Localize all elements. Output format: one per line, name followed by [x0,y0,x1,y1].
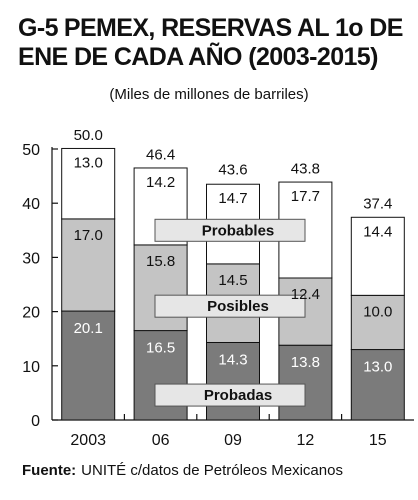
x-tick-label: 15 [369,432,387,449]
y-tick-label: 10 [22,359,40,376]
bar-segment-probadas [61,310,116,421]
x-tick-label: 09 [224,432,242,449]
total-label: 43.8 [291,161,320,178]
data-label-posibles: 14.5 [218,272,247,289]
legend-box-probables [154,218,306,242]
bar-segment-probables [61,147,116,220]
data-label-probables: 14.4 [363,223,392,240]
data-label-probadas: 13.8 [291,354,320,371]
legend-box-posibles [154,294,306,318]
chart-source: Fuente: UNITÉ c/datos de Petróleos Mexica… [22,462,343,479]
data-label-probadas: 14.3 [218,351,247,368]
y-tick-label: 0 [31,413,40,430]
y-tick-label: 40 [22,196,40,213]
data-label-posibles: 10.0 [363,303,392,320]
x-tick-label: 12 [297,432,315,449]
y-tick-label: 20 [22,305,40,322]
y-tick-label: 30 [22,250,40,267]
total-label: 46.4 [146,147,175,164]
chart-legend: Probables Posibles Probadas [154,218,306,407]
bar-segment-probadas [350,349,405,421]
bar-segment-probadas [206,341,260,421]
chart-title: G-5 PEMEX, RESERVAS AL 1o DE ENE DE CADA … [18,14,413,72]
total-label: 43.6 [218,162,247,179]
source-text: UNITÉ c/datos de Petróleos Mexicanos [81,462,343,479]
data-label-posibles: 12.4 [291,286,320,303]
bar-segment-posibles [350,294,405,351]
data-label-probables: 17.7 [291,188,320,205]
data-label-probadas: 13.0 [363,359,392,376]
y-tick-label: 50 [22,142,40,159]
data-label-posibles: 15.8 [146,253,175,270]
data-label-probables: 14.2 [146,174,175,191]
data-label-probables: 14.7 [218,190,247,207]
chart-labels: 20.1 17.0 13.0 50.0 16.5 15.8 14.2 46.4 14.3 14.5… [74,127,393,376]
x-tick-label: 2003 [70,432,106,449]
total-label: 50.0 [74,127,103,144]
data-label-probadas: 20.1 [74,320,103,337]
legend-label-posibles: Posibles [207,298,269,315]
data-label-posibles: 17.0 [74,227,103,244]
bar-segment-probables [350,216,405,296]
x-tick-label: 06 [152,432,170,449]
legend-label-probadas: Probadas [204,387,272,404]
bar-segment-posibles [61,218,116,312]
bar-segment-probadas [278,344,333,421]
data-label-probadas: 16.5 [146,340,175,357]
total-label: 37.4 [363,195,392,212]
legend-box-probadas [154,383,306,407]
chart-code: G-5 [18,14,58,42]
chart-title-text: PEMEX, RESERVAS AL 1o DE ENE DE CADA AÑO… [18,14,403,71]
source-label: Fuente: [22,462,77,479]
chart-subtitle: (Miles de millones de barriles) [109,86,309,103]
data-label-probables: 13.0 [74,154,103,171]
legend-label-probables: Probables [202,222,275,239]
